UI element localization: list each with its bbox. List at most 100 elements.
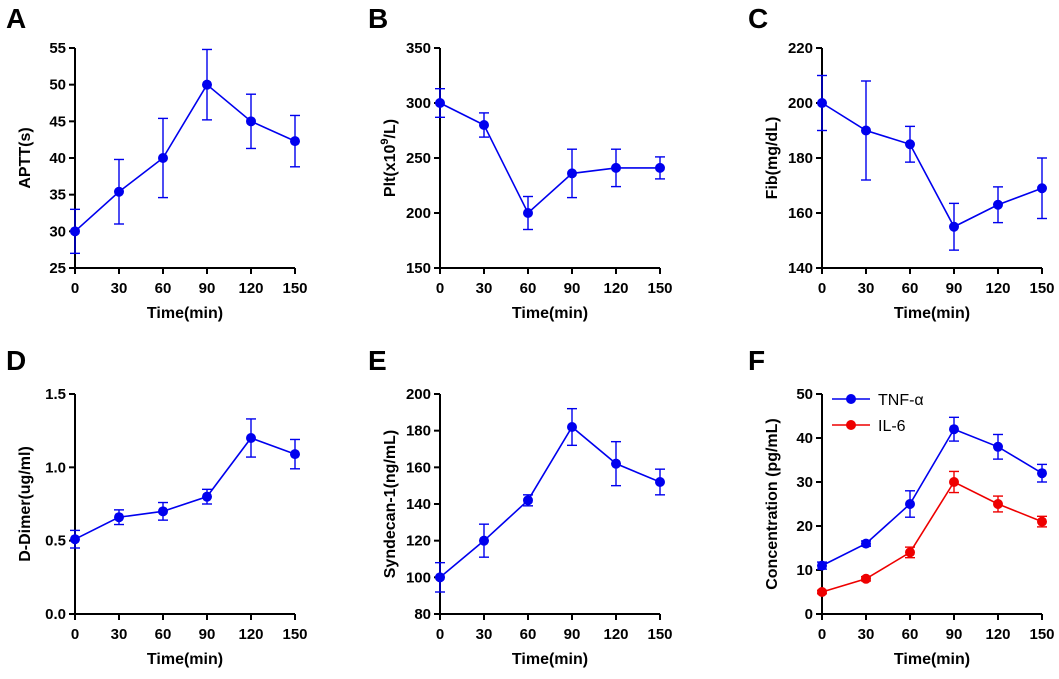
x-tick-label: 150 xyxy=(282,626,307,643)
x-tick-label: 60 xyxy=(520,280,537,297)
legend-marker xyxy=(846,420,856,430)
data-point xyxy=(905,547,915,558)
panel-letter: C xyxy=(748,3,768,34)
y-tick-label: 200 xyxy=(788,95,813,112)
data-point xyxy=(246,433,256,443)
y-tick-label: 30 xyxy=(796,474,813,491)
series-line xyxy=(821,480,1043,593)
series-tnf- xyxy=(817,416,1047,571)
panel-letter: B xyxy=(368,3,388,34)
data-point xyxy=(435,572,445,583)
y-tick-label: 250 xyxy=(406,150,431,167)
x-axis-title: Time(min) xyxy=(894,651,970,668)
data-point xyxy=(290,449,300,460)
data-point xyxy=(655,162,665,173)
x-tick-label: 0 xyxy=(436,626,444,643)
data-point xyxy=(158,506,168,517)
x-tick-label: 30 xyxy=(111,280,128,297)
y-tick-label: 40 xyxy=(49,150,66,167)
panel-letter: F xyxy=(748,345,765,376)
x-tick-label: 90 xyxy=(199,280,216,297)
x-axis-title: Time(min) xyxy=(147,651,223,668)
y-tick-label: 50 xyxy=(796,386,813,403)
data-point xyxy=(949,424,959,435)
panel-b: B 150 200 250 300 350 0 30 60 90 120 150 Time(min) Pl… xyxy=(368,3,673,322)
data-point xyxy=(114,512,124,523)
x-tick-label: 150 xyxy=(647,280,672,297)
x-tick-label: 150 xyxy=(1029,626,1054,643)
y-axis-title: D-Dimer(ug/ml) xyxy=(17,446,34,562)
x-tick-label: 30 xyxy=(858,626,875,643)
x-tick-label: 0 xyxy=(436,280,444,297)
data-point xyxy=(246,116,256,127)
x-tick-label: 60 xyxy=(902,280,919,297)
x-tick-label: 120 xyxy=(238,626,263,643)
x-tick-label: 120 xyxy=(985,626,1010,643)
legend-marker xyxy=(846,394,856,404)
y-axis-title-main: APTT(s) xyxy=(17,127,34,188)
y-tick-label: 1.5 xyxy=(45,386,66,403)
y-tick-label: 50 xyxy=(49,77,66,94)
series-line xyxy=(74,83,296,232)
y-tick-label: 10 xyxy=(796,562,813,579)
data-point xyxy=(611,458,621,469)
y-axis-title-end: /L) xyxy=(382,119,399,139)
y-axis-title-main: Syndecan-1(ng/mL) xyxy=(382,430,399,578)
y-tick-label: 45 xyxy=(49,113,66,130)
y-tick-label: 300 xyxy=(406,95,431,112)
data-point xyxy=(993,441,1003,452)
y-tick-label: 180 xyxy=(406,423,431,440)
x-tick-label: 0 xyxy=(71,280,79,297)
y-tick-label: 220 xyxy=(788,40,813,57)
data-point xyxy=(905,499,915,509)
panel-letter: A xyxy=(6,3,26,34)
y-tick-label: 140 xyxy=(406,496,431,513)
x-tick-label: 60 xyxy=(520,626,537,643)
y-tick-label: 0.5 xyxy=(45,533,66,550)
series-il-6 xyxy=(817,470,1047,597)
x-tick-label: 0 xyxy=(818,280,826,297)
y-tick-label: 0 xyxy=(805,606,813,623)
y-axis-title: Syndecan-1(ng/mL) xyxy=(382,430,399,578)
y-axis-title-sup: 9 xyxy=(379,138,391,144)
data-point xyxy=(114,186,124,197)
x-tick-label: 150 xyxy=(647,626,672,643)
y-tick-label: 180 xyxy=(788,150,813,167)
data-point xyxy=(523,208,533,218)
x-tick-label: 120 xyxy=(603,280,628,297)
data-point xyxy=(817,98,827,108)
panel-a: A 25 30 35 40 45 50 55 0 30 60 90 120 150 Time(min) APT… xyxy=(6,3,308,322)
data-point xyxy=(1037,468,1047,479)
y-tick-label: 25 xyxy=(49,260,66,277)
data-point xyxy=(567,168,577,179)
data-point xyxy=(949,221,959,232)
y-tick-label: 0.0 xyxy=(45,606,66,623)
series-line xyxy=(439,425,661,578)
x-tick-label: 90 xyxy=(946,626,963,643)
legend: TNF-α IL-6 xyxy=(832,392,924,435)
series-syndecan-1 xyxy=(435,407,665,593)
series-d-dimer xyxy=(70,418,300,549)
y-tick-label: 30 xyxy=(49,223,66,240)
data-point xyxy=(611,162,621,173)
data-point xyxy=(479,535,489,546)
x-axis-title: Time(min) xyxy=(512,305,588,322)
data-point xyxy=(70,226,80,237)
y-axis-title: Plt(x109/L) xyxy=(379,119,399,197)
x-tick-label: 0 xyxy=(818,626,826,643)
x-axis-title: Time(min) xyxy=(894,305,970,322)
x-tick-label: 30 xyxy=(476,626,493,643)
y-axis-title-main: Fib(mg/dL) xyxy=(764,117,781,200)
data-point xyxy=(905,139,915,150)
y-tick-label: 150 xyxy=(406,260,431,277)
panel-c: C 140 160 180 200 220 0 30 60 90 120 150 Time(min) Fi… xyxy=(748,3,1055,322)
data-point xyxy=(861,538,871,549)
data-point xyxy=(993,499,1003,509)
x-tick-label: 30 xyxy=(111,626,128,643)
y-axis-title: APTT(s) xyxy=(17,127,34,188)
data-point xyxy=(70,534,80,545)
y-axis-title: Fib(mg/dL) xyxy=(764,117,781,200)
data-point xyxy=(861,573,871,584)
data-point xyxy=(655,477,665,487)
